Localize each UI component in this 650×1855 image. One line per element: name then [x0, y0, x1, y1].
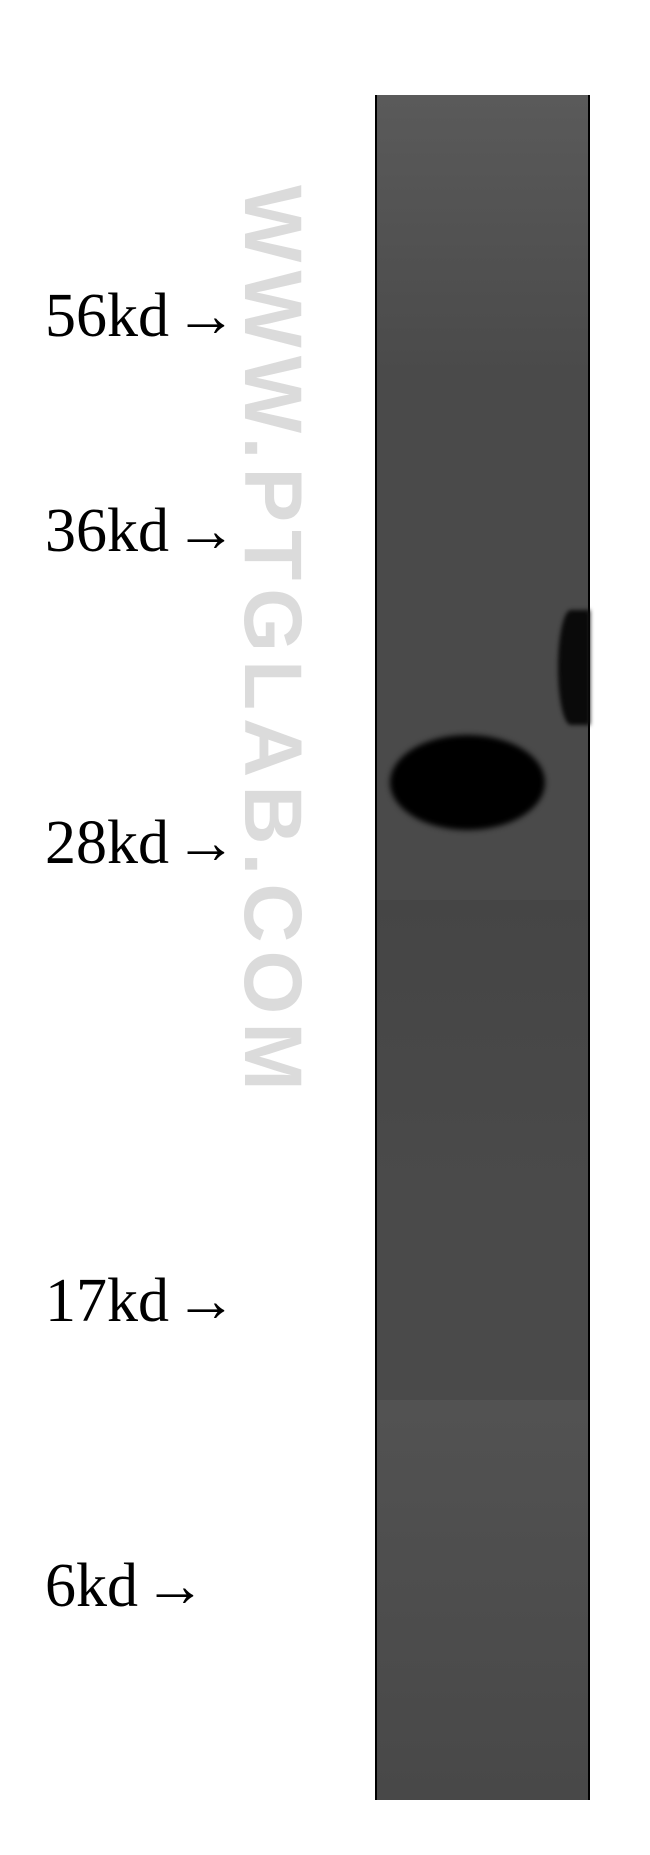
mw-marker-36kd: 36kd→	[45, 500, 237, 562]
mw-marker-label: 17kd	[45, 1270, 169, 1332]
watermark-text: WWW.PTGLAB.COM	[225, 185, 319, 1099]
mw-marker-label: 36kd	[45, 500, 169, 562]
arrow-right-icon: →	[144, 1555, 206, 1617]
western-blot-figure: WWW.PTGLAB.COM 56kd→36kd→28kd→17kd→6kd→	[0, 0, 650, 1855]
arrow-right-icon: →	[175, 285, 237, 347]
mw-marker-6kd: 6kd→	[45, 1555, 206, 1617]
arrow-right-icon: →	[175, 500, 237, 562]
mw-marker-label: 56kd	[45, 285, 169, 347]
protein-band-primary	[390, 735, 545, 830]
mw-marker-17kd: 17kd→	[45, 1270, 237, 1332]
arrow-right-icon: →	[175, 812, 237, 874]
blot-lane	[375, 95, 590, 1800]
mw-marker-56kd: 56kd→	[45, 285, 237, 347]
mw-marker-28kd: 28kd→	[45, 812, 237, 874]
mw-marker-label: 6kd	[45, 1555, 138, 1617]
mw-marker-label: 28kd	[45, 812, 169, 874]
arrow-right-icon: →	[175, 1270, 237, 1332]
protein-band-secondary	[558, 610, 590, 725]
